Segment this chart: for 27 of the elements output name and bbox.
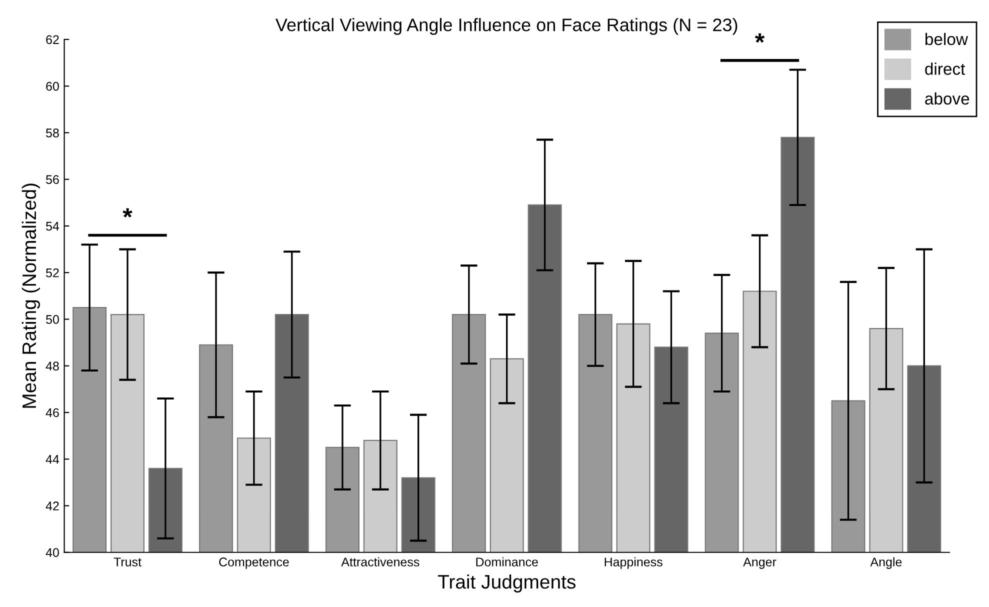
x-tick-label: Anger: [743, 558, 776, 569]
y-tick-label: 44: [46, 455, 60, 464]
y-tick-label: 48: [46, 362, 59, 371]
y-tick-label: 46: [46, 408, 59, 418]
annotation: *: [754, 33, 765, 43]
x-tick-label: Happiness: [604, 557, 662, 569]
x-tick-label: Competence: [219, 558, 289, 569]
y-tick-label: 56: [46, 175, 59, 184]
x-axis-title: Trait Judgments: [438, 574, 576, 593]
annotation: *: [122, 208, 132, 218]
x-tick-label: Dominance: [476, 557, 538, 566]
x-tick-label: Angle: [870, 557, 902, 569]
y-tick-label: 50: [46, 315, 59, 324]
chart-title: Vertical Viewing Angle Influence on Face Ratings (N = 23): [276, 18, 738, 35]
legend-label: direct: [925, 62, 966, 75]
y-axis-title: Mean Rating (Normalized): [22, 184, 40, 408]
legend-label: above: [925, 92, 970, 105]
x-tick-label: Attractiveness: [341, 557, 420, 566]
y-tick-label: 60: [46, 82, 59, 91]
x-tick-label: Trust: [114, 558, 142, 566]
legend-label: below: [926, 32, 968, 46]
y-tick-label: 58: [46, 128, 59, 138]
y-tick-label: 54: [46, 222, 60, 231]
y-tick-label: 52: [46, 268, 59, 278]
y-tick-label: 40: [46, 548, 59, 558]
y-tick-label: 62: [46, 35, 59, 44]
y-tick-label: 42: [46, 502, 59, 510]
